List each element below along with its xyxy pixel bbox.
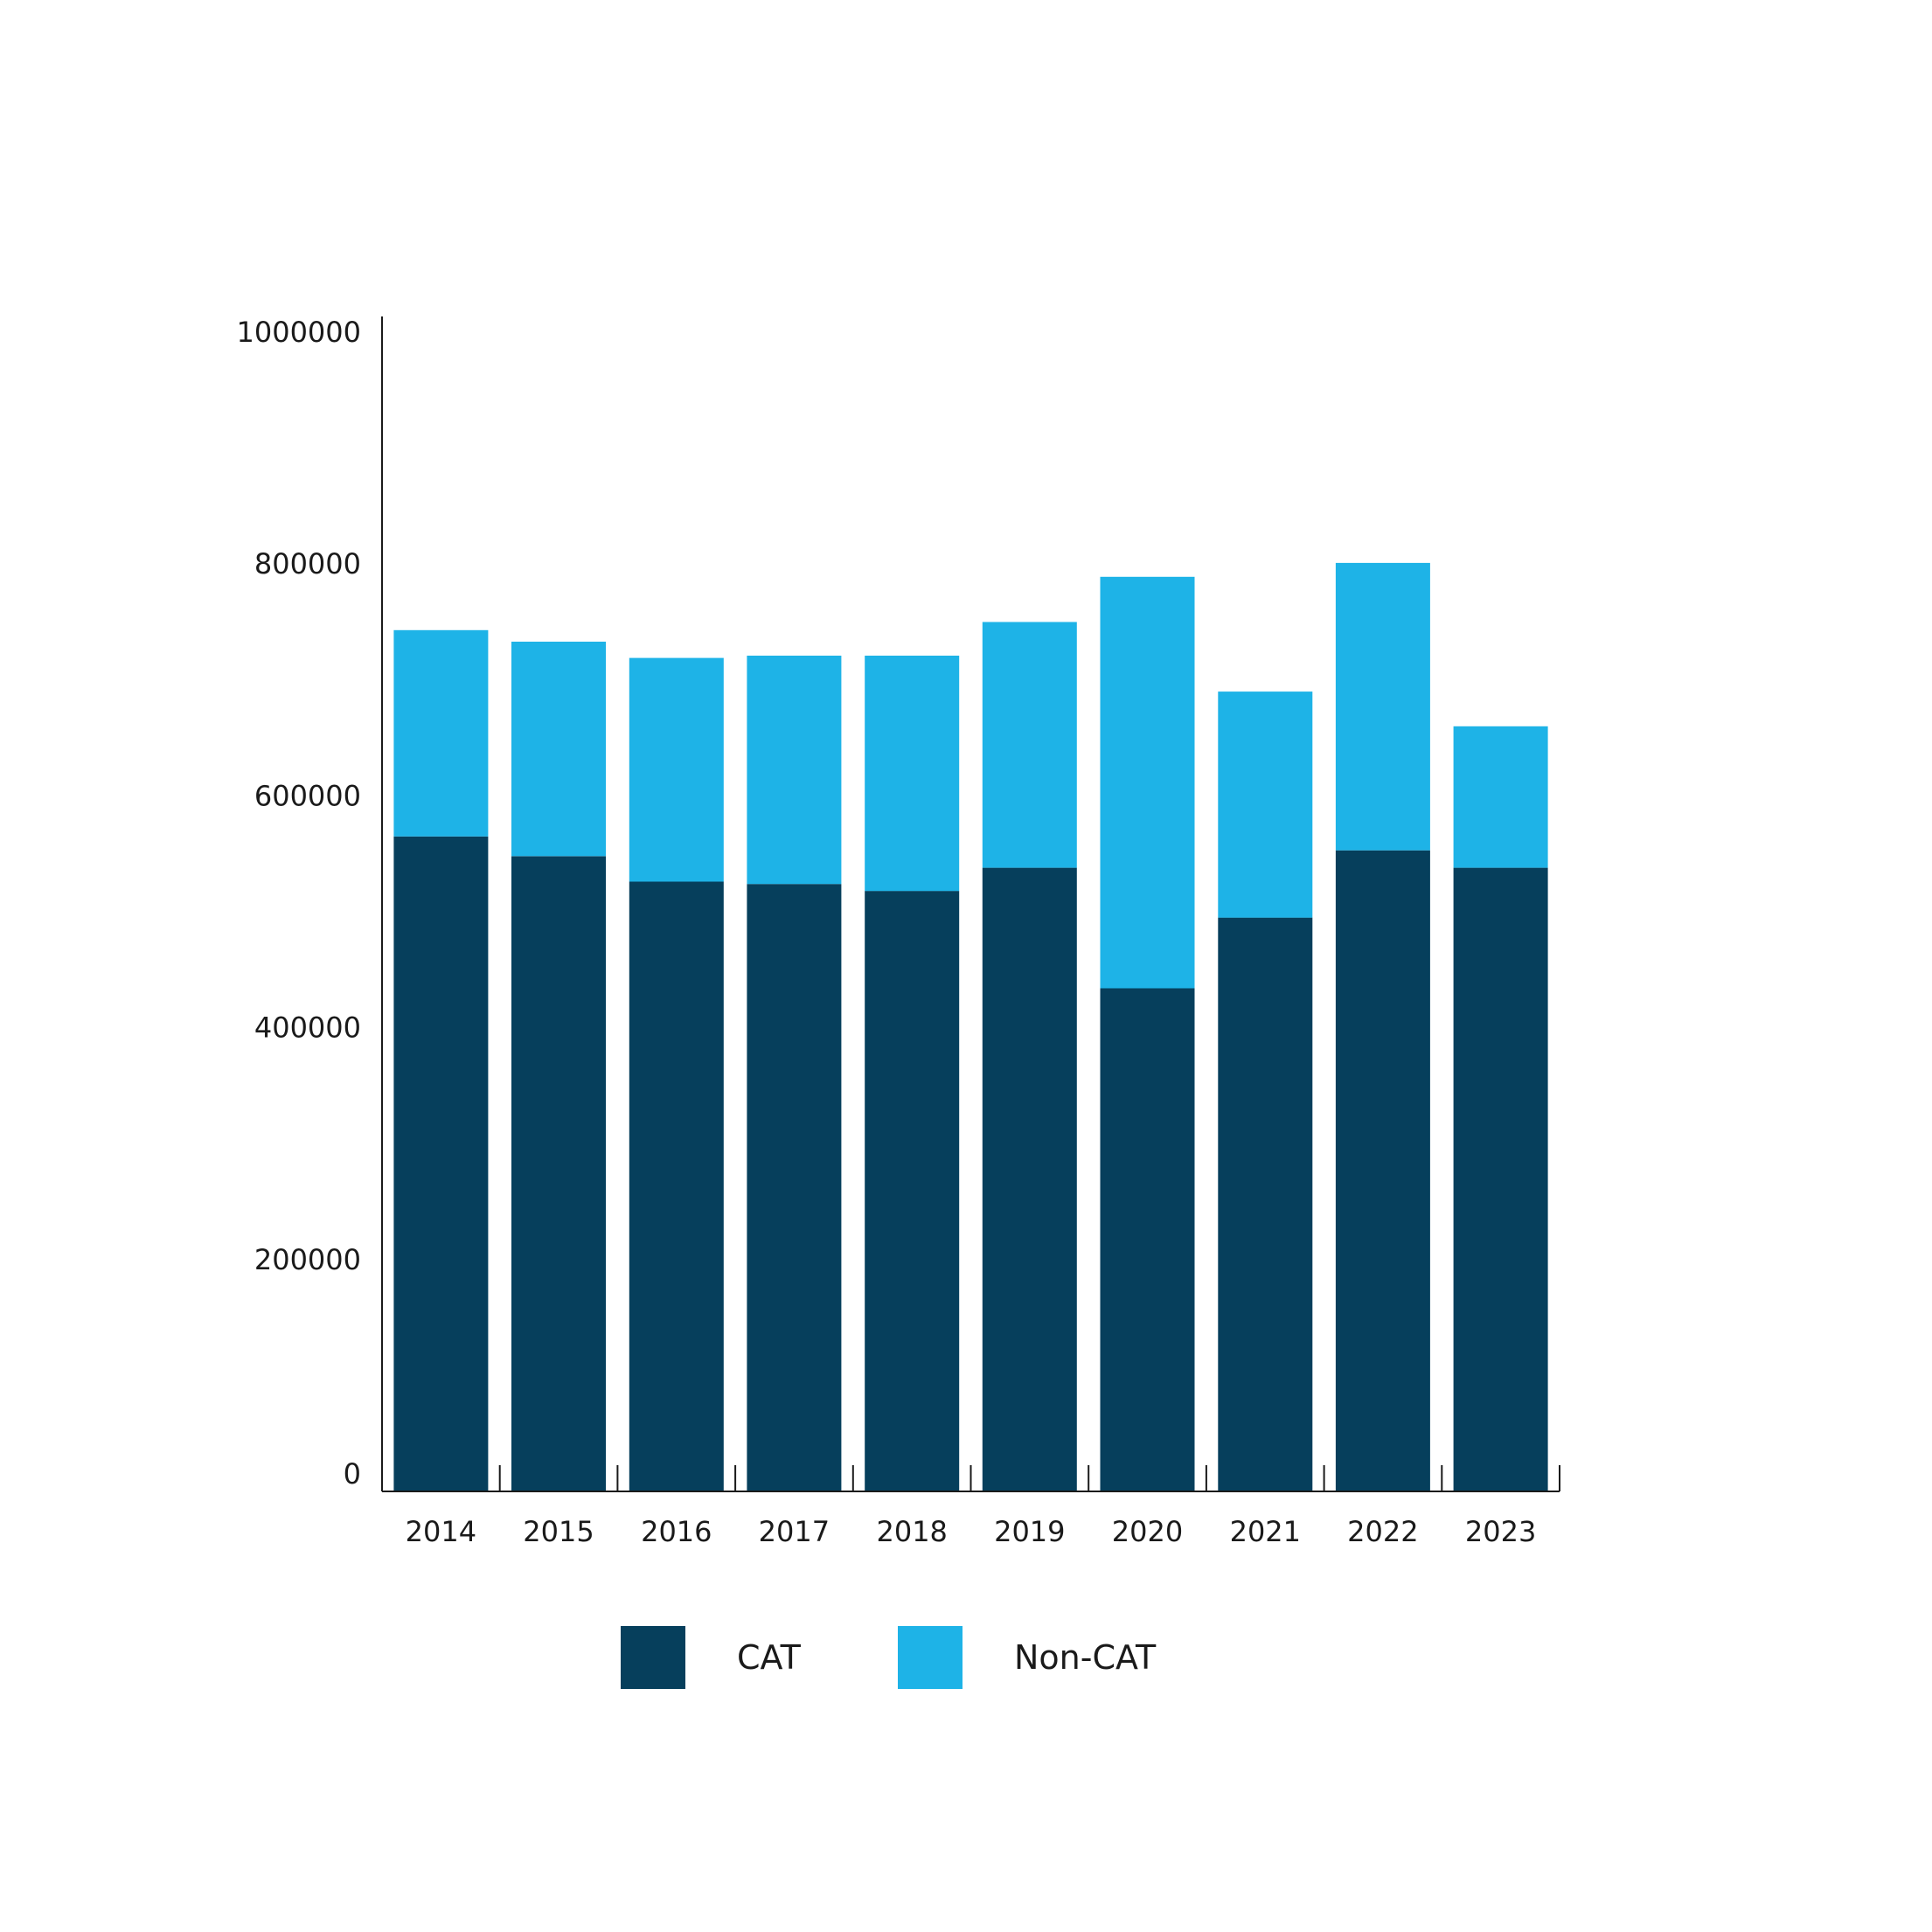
bar-cat-2020 [1100,988,1195,1491]
bar-cat-2017 [747,884,842,1491]
legend-swatch-cat [621,1626,685,1689]
legend-label-cat: CAT [737,1638,802,1677]
bar-cat-2016 [629,881,724,1491]
bars-group [393,562,1548,1491]
bar-cat-2014 [393,836,489,1491]
x-axis-ticks [381,1465,1560,1491]
bar-cat-2023 [1453,867,1548,1491]
bar-cat-2015 [511,856,606,1491]
y-tick-label: 1000000 [236,316,361,349]
x-tick-label: 2022 [1347,1515,1418,1548]
bar-non-cat-2015 [511,642,606,857]
bar-cat-2022 [1335,850,1430,1491]
legend-label-non-cat: Non-CAT [1014,1638,1157,1677]
x-tick-label: 2016 [641,1515,712,1548]
bar-non-cat-2023 [1453,726,1548,868]
x-axis-tick-labels: 2014 2015 2016 2017 2018 2019 2020 2021 2022 2023 [406,1515,1537,1548]
y-tick-label: 400000 [254,1011,361,1045]
bar-non-cat-2017 [747,656,842,885]
bar-non-cat-2022 [1335,562,1430,851]
legend-swatch-non-cat [898,1626,963,1689]
x-tick-label: 2018 [876,1515,947,1548]
bar-cat-2021 [1218,917,1313,1491]
bar-non-cat-2020 [1100,576,1195,989]
bar-non-cat-2016 [629,657,724,882]
bar-non-cat-2018 [865,656,960,892]
bar-non-cat-2019 [982,622,1077,868]
y-tick-label: 800000 [254,547,361,580]
x-tick-label: 2021 [1230,1515,1301,1548]
x-tick-label: 2015 [523,1515,594,1548]
bar-non-cat-2014 [393,629,489,837]
y-tick-label: 600000 [254,779,361,812]
bar-cat-2019 [982,867,1077,1491]
y-axis-tick-labels: 0 200000 400000 600000 800000 1000000 [236,316,361,1491]
x-tick-label: 2014 [406,1515,476,1548]
x-tick-label: 2017 [759,1515,830,1548]
bar-cat-2018 [865,891,960,1491]
x-tick-label: 2023 [1465,1515,1536,1548]
y-tick-label: 200000 [254,1243,361,1276]
x-tick-label: 2020 [1112,1515,1183,1548]
legend: CAT Non-CAT [621,1626,1157,1689]
bar-non-cat-2021 [1218,691,1313,918]
x-tick-label: 2019 [994,1515,1065,1548]
y-tick-label: 0 [344,1457,361,1491]
